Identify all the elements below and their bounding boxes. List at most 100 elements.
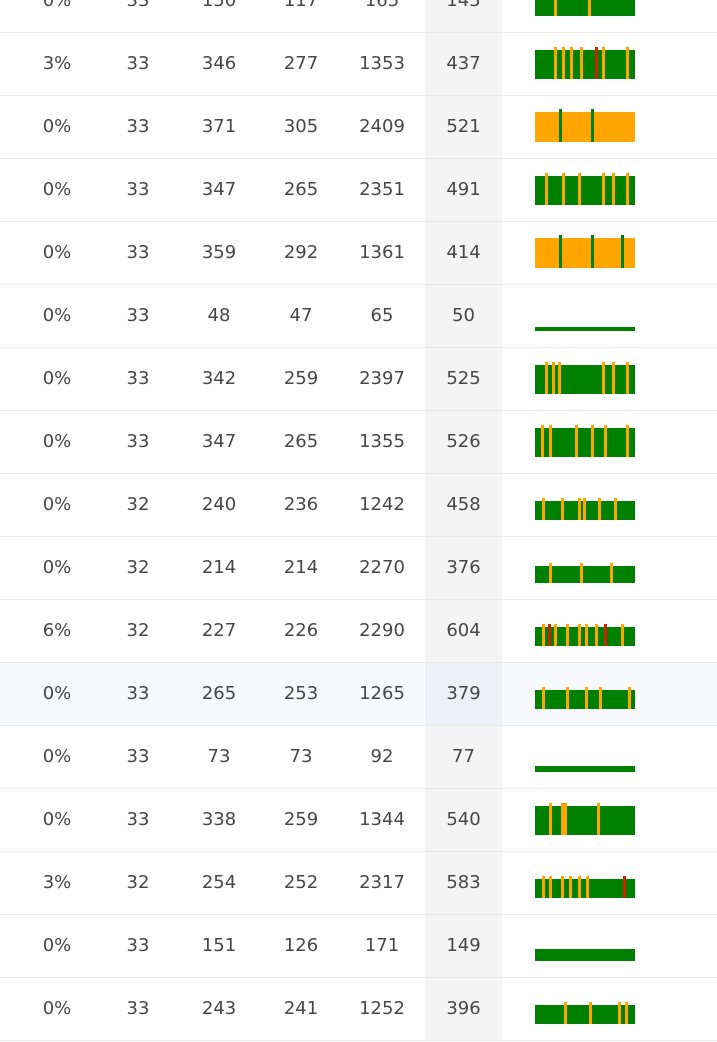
last-latency-cell: 243: [201, 998, 237, 1019]
best-latency-cell: 277: [283, 53, 319, 74]
worst-latency-cell: 1344: [359, 809, 405, 830]
table-row[interactable]: 3% 33 346 277 1353 437: [0, 33, 717, 96]
sparkline-base: [535, 766, 635, 772]
sparkline-mark: [621, 624, 624, 646]
latency-sparkline: [535, 673, 635, 717]
sparkline-mark: [541, 425, 544, 457]
worst-latency-cell: 171: [364, 935, 400, 956]
sparkline-mark: [591, 109, 594, 142]
sparkline-base: [535, 238, 635, 268]
sparkline-mark: [604, 425, 607, 457]
sparkline-mark: [591, 235, 594, 268]
worst-latency-cell: 1242: [359, 494, 405, 515]
latency-sparkline: [535, 358, 635, 402]
sparkline-mark: [578, 876, 581, 898]
sparkline-mark: [597, 803, 600, 835]
sparkline-mark: [580, 47, 583, 79]
best-latency-cell: 252: [283, 872, 319, 893]
sparkline-base: [535, 879, 635, 898]
latency-sparkline: [535, 862, 635, 906]
sent-count-cell: 33: [126, 305, 150, 326]
sparkline-mark: [566, 687, 569, 709]
packet-loss-cell: 0%: [42, 494, 72, 515]
latency-sparkline: [535, 0, 635, 24]
sparkline-mark: [583, 498, 586, 520]
table-row[interactable]: 3% 32 254 252 2317 583: [0, 852, 717, 915]
sent-count-cell: 33: [126, 368, 150, 389]
packet-loss-cell: 0%: [42, 431, 72, 452]
packet-loss-cell: 3%: [42, 53, 72, 74]
sparkline-mark: [558, 362, 561, 394]
sparkline-mark: [545, 362, 548, 394]
table-row[interactable]: 0% 33 347 265 1355 526: [0, 411, 717, 474]
table-row[interactable]: 0% 32 240 236 1242 458: [0, 474, 717, 537]
table-row[interactable]: 0% 33 243 241 1252 396: [0, 978, 717, 1041]
latency-sparkline: [535, 799, 635, 843]
sparkline-mark: [562, 47, 565, 79]
best-latency-cell: 265: [283, 431, 319, 452]
packet-loss-cell: 0%: [42, 998, 72, 1019]
sparkline-mark: [570, 47, 573, 79]
best-latency-cell: 214: [283, 557, 319, 578]
last-latency-cell: 338: [201, 809, 237, 830]
sparkline-mark: [561, 876, 564, 898]
table-row[interactable]: 0% 33 359 292 1361 414: [0, 222, 717, 285]
table-row[interactable]: 6% 32 227 226 2290 604: [0, 600, 717, 663]
sparkline-mark: [549, 803, 552, 835]
last-latency-cell: 214: [201, 557, 237, 578]
sparkline-mark: [602, 362, 605, 394]
sparkline-mark: [569, 876, 572, 898]
sparkline-mark: [595, 624, 598, 646]
latency-sparkline: [535, 484, 635, 528]
sparkline-mark: [598, 498, 601, 520]
sparkline-base: [535, 50, 635, 79]
sparkline-mark: [542, 876, 545, 898]
table-row[interactable]: 0% 33 338 259 1344 540: [0, 789, 717, 852]
sparkline-mark: [552, 362, 555, 394]
packet-loss-cell: 6%: [42, 620, 72, 641]
table-row[interactable]: 0% 32 214 214 2270 376: [0, 537, 717, 600]
avg-latency-cell: 77: [425, 726, 502, 788]
table-row[interactable]: 0% 33 150 117 165 145: [0, 0, 717, 33]
sent-count-cell: 33: [126, 179, 150, 200]
best-latency-cell: 259: [283, 368, 319, 389]
best-latency-cell: 47: [289, 305, 313, 326]
latency-sparkline: [535, 988, 635, 1032]
worst-latency-cell: 1361: [359, 242, 405, 263]
sparkline-mark: [548, 624, 551, 646]
sparkline-mark: [612, 362, 615, 394]
packet-loss-cell: 0%: [42, 683, 72, 704]
worst-latency-cell: 2409: [359, 116, 405, 137]
table-row[interactable]: 0% 33 342 259 2397 525: [0, 348, 717, 411]
table-row[interactable]: 0% 33 48 47 65 50: [0, 285, 717, 348]
best-latency-cell: 126: [283, 935, 319, 956]
last-latency-cell: 371: [201, 116, 237, 137]
packet-loss-cell: 3%: [42, 872, 72, 893]
latency-sparkline: [535, 610, 635, 654]
sparkline-mark: [602, 173, 605, 205]
avg-latency-cell: 149: [425, 915, 502, 977]
sparkline-mark: [564, 803, 567, 835]
table-row[interactable]: 0% 33 347 265 2351 491: [0, 159, 717, 222]
last-latency-cell: 265: [201, 683, 237, 704]
sparkline-base: [535, 112, 635, 142]
sparkline-mark: [580, 563, 583, 583]
last-latency-cell: 151: [201, 935, 237, 956]
table-row[interactable]: 0% 33 73 73 92 77: [0, 726, 717, 789]
table-row[interactable]: 0% 33 265 253 1265 379: [0, 663, 717, 726]
latency-sparkline: [535, 736, 635, 780]
sparkline-mark: [618, 1002, 621, 1024]
worst-latency-cell: 2397: [359, 368, 405, 389]
sparkline-mark: [626, 47, 629, 79]
table-row[interactable]: 0% 33 371 305 2409 521: [0, 96, 717, 159]
table-row[interactable]: 0% 33 151 126 171 149: [0, 915, 717, 978]
packet-loss-cell: 0%: [42, 116, 72, 137]
latency-sparkline: [535, 232, 635, 276]
sparkline-mark: [542, 624, 545, 646]
last-latency-cell: 254: [201, 872, 237, 893]
avg-latency-cell: 50: [425, 285, 502, 347]
sent-count-cell: 33: [126, 431, 150, 452]
sparkline-base: [535, 0, 635, 16]
sparkline-mark: [604, 624, 607, 646]
